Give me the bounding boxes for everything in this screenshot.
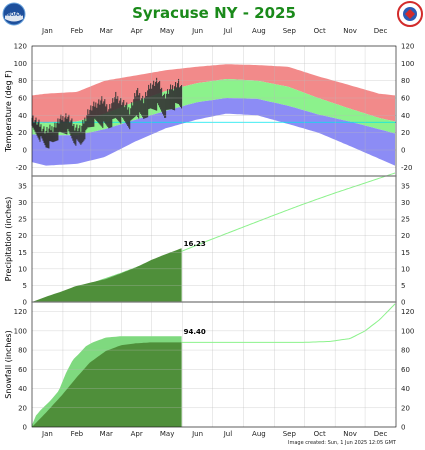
y-tick-label-left: 120	[14, 43, 27, 51]
y-tick-label-right: 100	[401, 60, 414, 68]
y-axis-label-precipitation: Precipitation (inches)	[4, 197, 13, 282]
month-label-top: Sep	[283, 27, 297, 35]
y-tick-label-right: 120	[401, 308, 414, 316]
month-label-top: Jan	[41, 27, 53, 35]
month-label-bottom: Aug	[252, 430, 266, 438]
y-tick-label-left: -20	[16, 164, 27, 172]
y-tick-label-left: 80	[18, 77, 27, 85]
y-tick-label-right: 20	[401, 404, 410, 412]
month-label-bottom: May	[160, 430, 174, 438]
nws-logo-icon	[397, 1, 423, 27]
month-label-top: Dec	[374, 27, 388, 35]
month-label-bottom: Mar	[100, 430, 113, 438]
y-tick-label-left: 40	[18, 385, 27, 393]
y-tick-label-left: 100	[14, 60, 27, 68]
y-tick-label-right: 0	[401, 299, 405, 307]
month-label-bottom: Oct	[314, 430, 326, 438]
month-label-top: May	[160, 27, 174, 35]
month-label-bottom: Nov	[343, 430, 357, 438]
normal-precip-line	[181, 172, 396, 252]
y-tick-label-right: 40	[401, 112, 410, 120]
y-tick-label-left: 60	[18, 366, 27, 374]
y-tick-label-left: 15	[18, 249, 27, 257]
y-tick-label-left: 0	[23, 299, 27, 307]
normal-snow-area	[32, 342, 182, 427]
month-label-bottom: Jan	[41, 430, 53, 438]
y-tick-label-right: 60	[401, 95, 410, 103]
y-tick-label-left: 35	[18, 182, 27, 190]
y-tick-label-left: 60	[18, 95, 27, 103]
y-tick-label-left: 5	[23, 282, 27, 290]
footer-timestamp: Image created: Sun, 1 Jun 2025 12:05 GMT	[288, 440, 397, 446]
y-tick-label-right: 20	[401, 129, 410, 137]
month-label-bottom: Dec	[374, 430, 388, 438]
y-tick-label-right: 80	[401, 77, 410, 85]
y-tick-label-left: 20	[18, 404, 27, 412]
y-tick-label-left: 40	[18, 112, 27, 120]
y-tick-label-left: 80	[18, 347, 27, 355]
y-tick-label-right: 15	[401, 249, 410, 257]
month-label-top: Aug	[252, 27, 266, 35]
chart-title: Syracuse NY - 2025	[132, 4, 296, 22]
noaa-logo-text: NOAA	[6, 12, 22, 18]
y-tick-label-right: 30	[401, 199, 410, 207]
observed-precip-area	[32, 248, 182, 302]
y-tick-label-right: 10	[401, 265, 410, 273]
y-tick-label-right: 80	[401, 347, 410, 355]
y-tick-label-left: 0	[23, 424, 27, 432]
y-tick-label-left: 100	[14, 327, 27, 335]
y-tick-label-right: 0	[401, 424, 405, 432]
y-tick-label-right: 5	[401, 282, 405, 290]
snow-total-label: 94.40	[184, 328, 206, 336]
month-label-top: Feb	[71, 27, 84, 35]
month-label-top: Jul	[223, 27, 233, 35]
month-label-bottom: Jul	[223, 430, 233, 438]
y-tick-label-left: 20	[18, 232, 27, 240]
noaa-logo-icon: NOAA	[2, 2, 26, 26]
precip-total-label: 16.23	[184, 240, 206, 248]
normal-snow-line	[181, 303, 396, 343]
month-label-top: Oct	[314, 27, 326, 35]
month-label-top: Apr	[131, 27, 143, 35]
month-label-bottom: Sep	[283, 430, 297, 438]
y-tick-label-left: 20	[18, 129, 27, 137]
month-label-bottom: Jun	[191, 430, 203, 438]
y-axis-label-temperature: Temperature (deg F)	[4, 70, 13, 153]
y-tick-label-left: 10	[18, 265, 27, 273]
y-tick-label-right: 20	[401, 232, 410, 240]
month-label-bottom: Feb	[71, 430, 84, 438]
y-tick-label-right: 60	[401, 366, 410, 374]
y-tick-label-right: 120	[401, 43, 414, 51]
y-tick-label-right: 0	[401, 147, 405, 155]
y-axis-label-snowfall: Snowfall (inches)	[4, 330, 13, 398]
month-label-top: Nov	[343, 27, 357, 35]
y-tick-label-right: 100	[401, 327, 414, 335]
y-tick-label-right: -20	[401, 164, 412, 172]
y-tick-label-right: 40	[401, 385, 410, 393]
month-label-top: Jun	[191, 27, 203, 35]
month-label-top: Mar	[100, 27, 113, 35]
y-tick-label-left: 25	[18, 216, 27, 224]
y-tick-label-left: 30	[18, 199, 27, 207]
month-label-bottom: Apr	[131, 430, 143, 438]
y-tick-label-right: 35	[401, 182, 410, 190]
panel-frame-2	[31, 175, 397, 303]
y-tick-label-right: 25	[401, 216, 410, 224]
y-tick-label-left: 0	[23, 147, 27, 155]
y-tick-label-left: 120	[14, 308, 27, 316]
